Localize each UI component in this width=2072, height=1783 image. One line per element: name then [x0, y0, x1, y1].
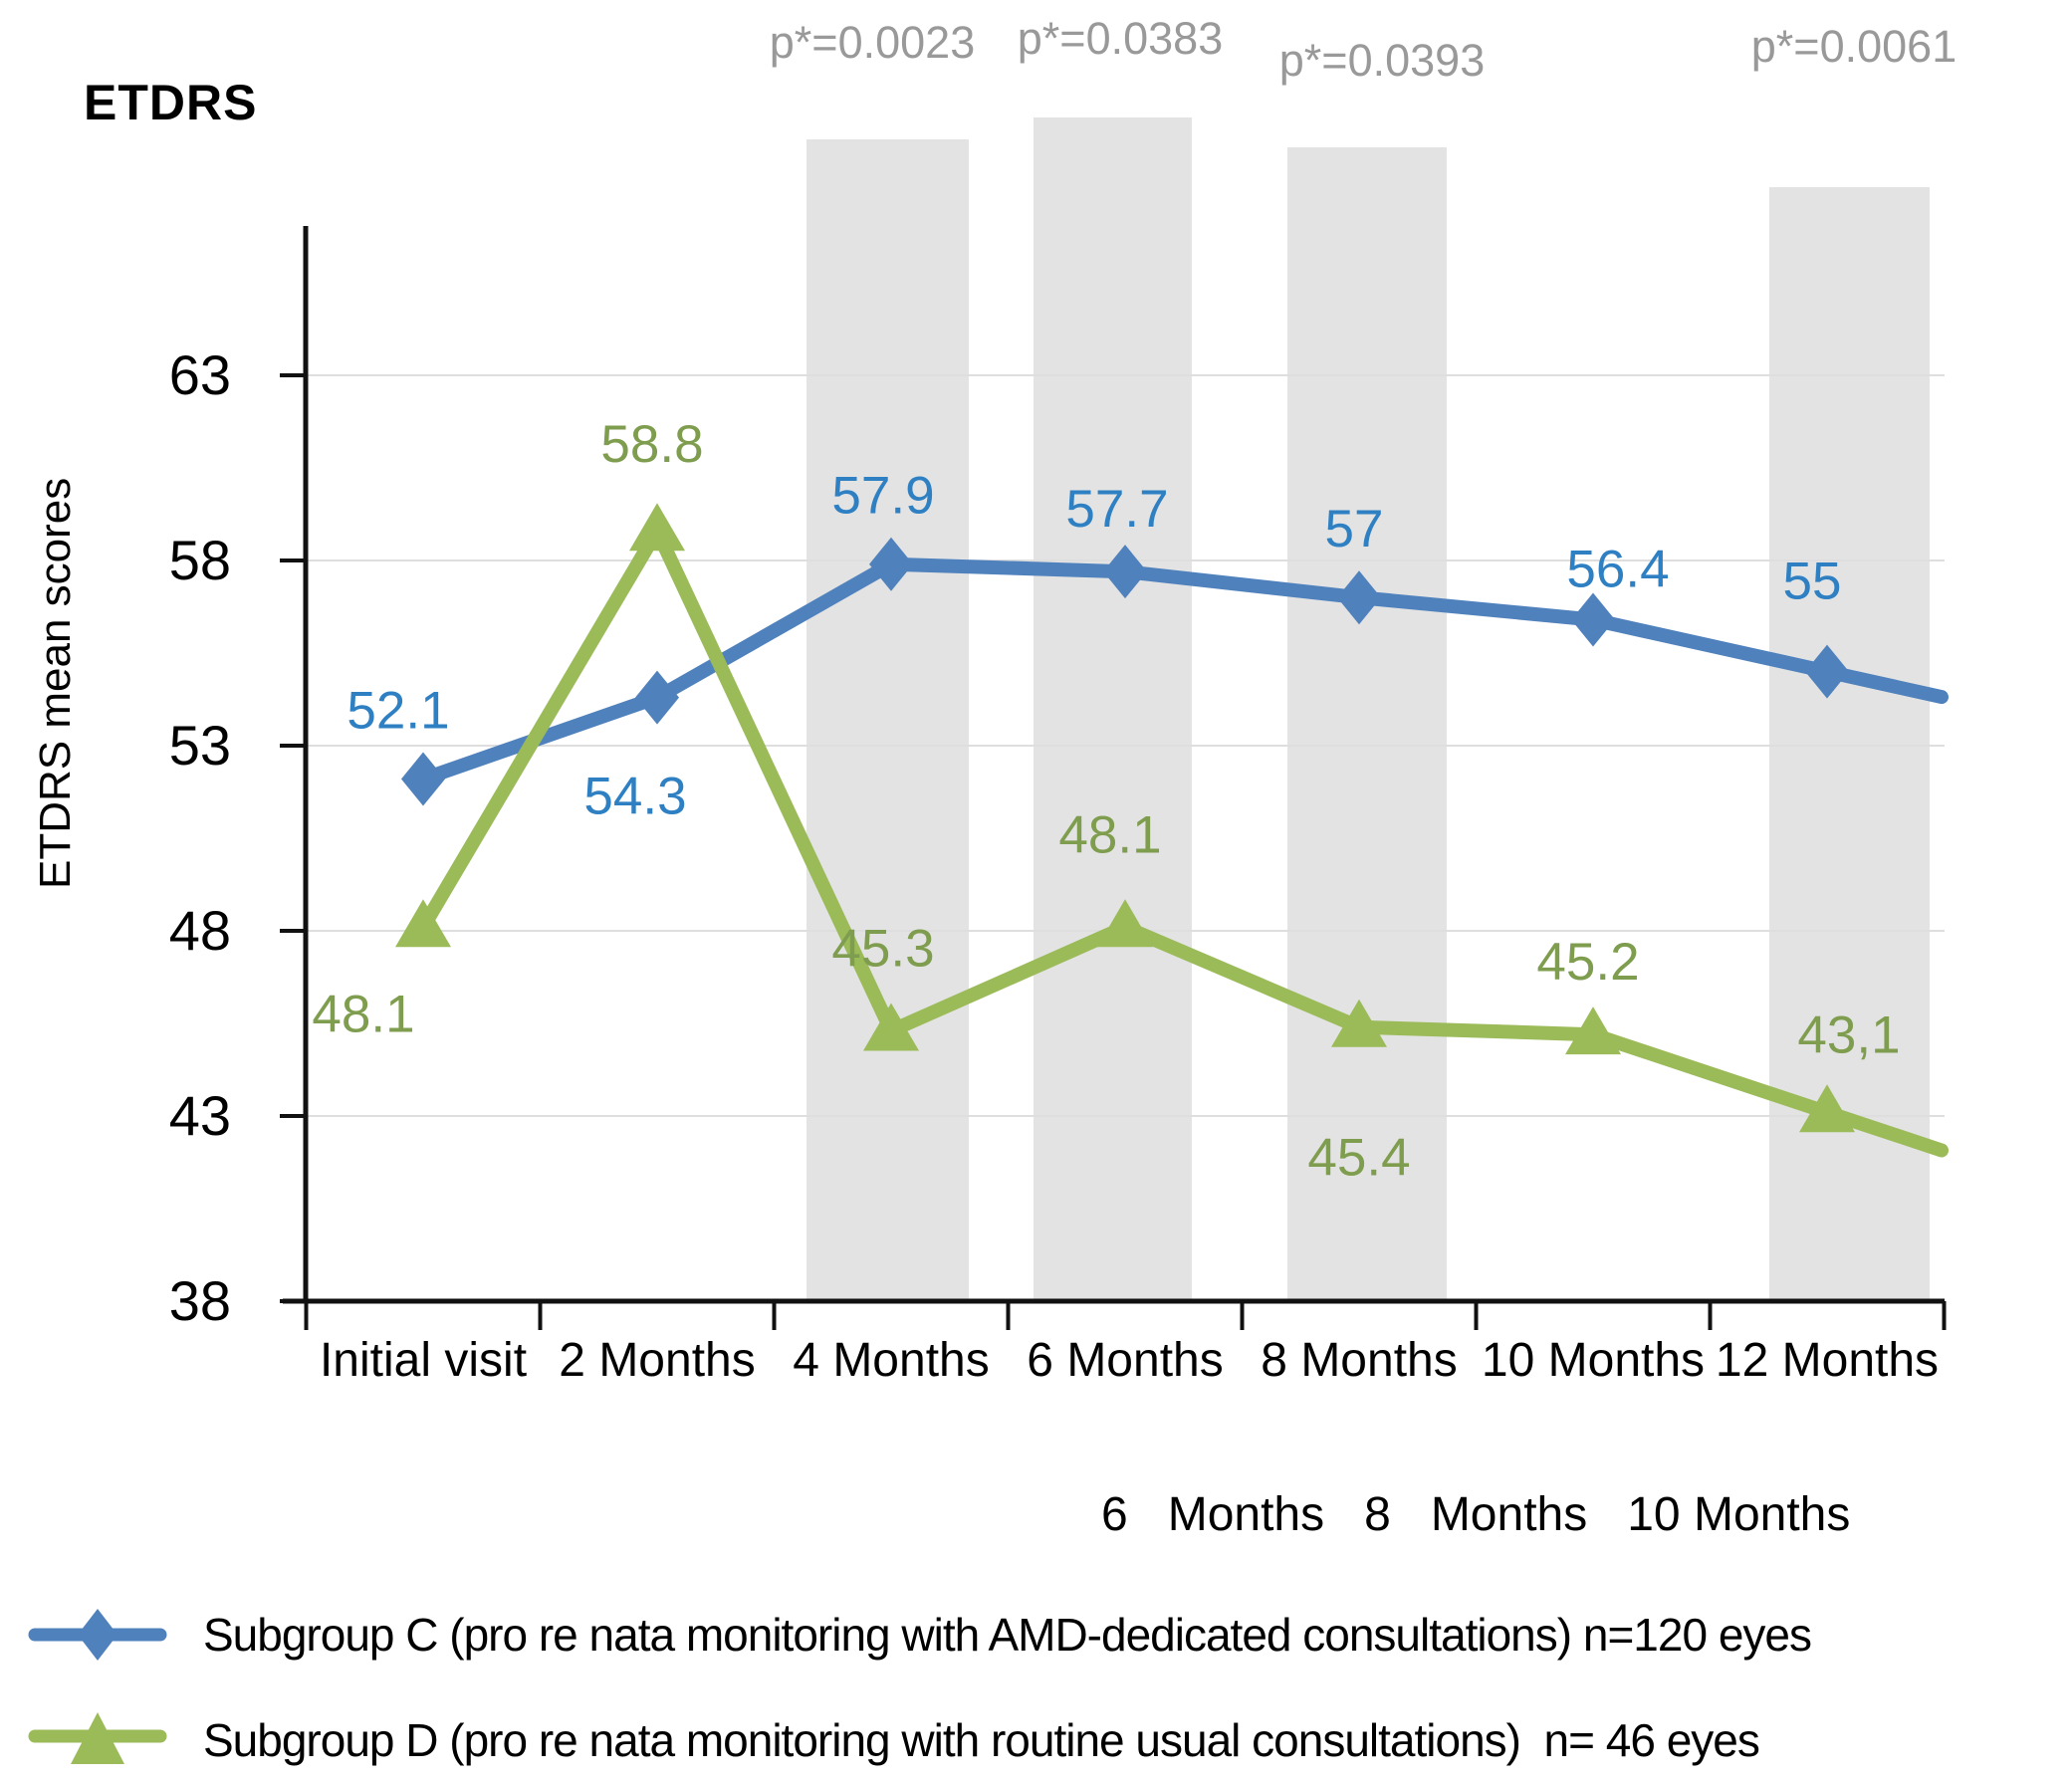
- x-tick-label: Initial visit: [320, 1334, 527, 1387]
- significance-band: [806, 139, 969, 1301]
- legend-label-subgroup-d: Subgroup D (pro re nata monitoring with …: [203, 1714, 1760, 1766]
- p-value-label: p*=0.0023: [770, 17, 975, 68]
- data-point-subgroup-c: [1337, 570, 1381, 625]
- data-label-subgroup-d: 48.1: [1058, 805, 1161, 864]
- data-point-subgroup-c: [869, 537, 913, 591]
- data-point-subgroup-d: [1565, 1006, 1621, 1055]
- data-point-subgroup-d: [1331, 999, 1387, 1047]
- data-label-subgroup-d: 45.2: [1536, 933, 1639, 992]
- line-chart: p*=0.0023 p*=0.0383 p*=0.0393 p*=0.0061 38 43…: [169, 13, 1957, 1387]
- series-line-subgroup-c: [416, 557, 1949, 786]
- data-label-subgroup-c: 57.9: [831, 467, 934, 526]
- p-value-label: p*=0.0061: [1751, 21, 1957, 72]
- data-label-subgroup-c: 52.1: [346, 681, 449, 740]
- data-point-subgroup-d: [1097, 899, 1153, 948]
- legend-label-subgroup-c: Subgroup C (pro re nata monitoring with …: [203, 1609, 1812, 1661]
- secondary-axis-text: 6 Months 8 Months 10 Months: [1101, 1488, 1851, 1541]
- data-point-subgroup-c: [1103, 545, 1147, 599]
- y-tick-label: 63: [169, 343, 231, 406]
- significance-band: [1034, 117, 1192, 1301]
- subgroup-c-line-diamond-icon: [28, 1609, 167, 1661]
- subgroup-d-line-triangle-icon: [28, 1712, 167, 1764]
- data-point-subgroup-c: [401, 752, 445, 806]
- x-tick-label: 4 Months: [793, 1334, 989, 1387]
- legend-item-subgroup-d: Subgroup D (pro re nata monitoring with …: [28, 1706, 1760, 1774]
- data-point-subgroup-d: [863, 1003, 919, 1051]
- y-tick-label: 53: [169, 714, 231, 777]
- x-tick-label: 12 Months: [1716, 1334, 1939, 1387]
- chart-title: ETDRS: [84, 75, 258, 130]
- p-value-label: p*=0.0383: [1018, 13, 1223, 64]
- data-label-subgroup-c: 57.7: [1065, 480, 1168, 539]
- y-tick-label: 48: [169, 899, 231, 962]
- x-tick-label: 8 Months: [1261, 1334, 1457, 1387]
- y-tick-label: 58: [169, 529, 231, 591]
- data-label-subgroup-c: 55: [1783, 553, 1842, 611]
- significance-band: [1287, 147, 1447, 1301]
- series-line-subgroup-d: [416, 524, 1949, 1158]
- data-label-subgroup-d: 48.1: [312, 985, 414, 1043]
- data-label-subgroup-c: 56.4: [1566, 541, 1669, 599]
- x-tick-label: 10 Months: [1482, 1334, 1705, 1387]
- y-tick-label: 38: [169, 1269, 231, 1332]
- data-label-subgroup-d: 45.4: [1307, 1129, 1410, 1188]
- data-point-subgroup-d: [1799, 1084, 1855, 1133]
- x-tick-label: 2 Months: [559, 1334, 755, 1387]
- data-point-subgroup-c: [1805, 644, 1849, 699]
- data-label-subgroup-d: 43,1: [1797, 1005, 1900, 1064]
- data-point-subgroup-c: [635, 670, 679, 725]
- data-label-subgroup-d: 58.8: [600, 415, 703, 474]
- data-label-subgroup-c: 57: [1325, 500, 1384, 558]
- data-point-subgroup-d: [395, 899, 451, 948]
- legend-item-subgroup-c: Subgroup C (pro re nata monitoring with …: [28, 1601, 1812, 1669]
- data-point-subgroup-c: [1571, 592, 1615, 647]
- y-tick-label: 43: [169, 1084, 231, 1147]
- data-label-subgroup-c: 54.3: [583, 768, 686, 826]
- data-label-subgroup-d: 45.3: [831, 919, 934, 978]
- p-value-label: p*=0.0393: [1279, 35, 1485, 86]
- x-tick-label: 6 Months: [1027, 1334, 1223, 1387]
- data-point-subgroup-d: [629, 503, 685, 552]
